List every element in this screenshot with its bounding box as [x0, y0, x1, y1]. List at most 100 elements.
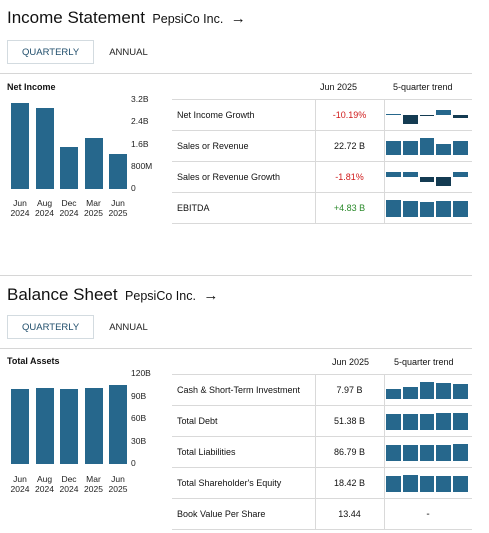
column-divider [384, 375, 385, 406]
trend-bar [386, 389, 401, 399]
row-label: Total Liabilities [177, 447, 236, 457]
column-period-header: Jun 2025 [320, 82, 358, 92]
column-divider [315, 131, 316, 162]
column-trend-header: 5-quarter trend [393, 82, 453, 92]
trend-bar [419, 382, 435, 399]
trend-sparkbars [386, 162, 470, 193]
trend-empty: - [426, 509, 430, 520]
trend-bar [386, 141, 401, 155]
y-tick-label: 2.4B [131, 116, 149, 127]
arrow-right-icon[interactable]: → [230, 10, 246, 27]
row-label: Total Shareholder's Equity [177, 478, 282, 488]
divider [0, 348, 472, 349]
trend-bar [453, 115, 468, 118]
trend-bar [453, 413, 468, 430]
row-label: Net Income Growth [177, 110, 255, 120]
tab-annual[interactable]: ANNUAL [109, 322, 148, 333]
row-value: 22.72 B [333, 141, 366, 151]
column-divider [315, 437, 316, 468]
x-tick-label: Dec 2024 [59, 474, 79, 494]
trend-sparkbars [386, 193, 470, 224]
trend-bar [436, 144, 452, 155]
trend-bar [386, 414, 401, 430]
table-bottom-border [172, 529, 472, 530]
row-value: -1.81% [335, 172, 364, 182]
trend-bar [453, 201, 468, 217]
row-label: Book Value Per Share [177, 509, 266, 519]
chart-bar [35, 388, 54, 464]
y-tick-label: 30B [131, 435, 147, 446]
column-period-header: Jun 2025 [332, 357, 370, 367]
trend-sparkbars [386, 375, 470, 406]
chart-bar [109, 385, 127, 464]
table-row: Total Debt 51.38 B [172, 405, 472, 437]
column-divider [384, 437, 385, 468]
trend-sparkbars [386, 406, 470, 437]
row-label: Total Debt [177, 416, 218, 426]
x-tick-label: Mar 2025 [84, 198, 103, 218]
column-divider [384, 406, 385, 437]
trend-bar [402, 141, 418, 155]
trend-bar [436, 445, 452, 461]
y-tick-label: 3.2B [131, 94, 149, 104]
x-tick-label: Jun 2024 [10, 198, 30, 218]
column-trend-header: 5-quarter trend [394, 357, 454, 367]
chart-title: Net Income [7, 82, 56, 92]
x-tick-label: Mar 2025 [84, 474, 103, 494]
chart-bar [84, 138, 103, 189]
trend-bar [419, 177, 435, 182]
trend-bar [453, 444, 468, 461]
table-row: Sales or Revenue 22.72 B [172, 130, 472, 162]
trend-bar [453, 172, 468, 177]
trend-bar [402, 115, 418, 124]
row-label: Cash & Short-Term Investment [177, 385, 301, 395]
tab-annual[interactable]: ANNUAL [109, 47, 148, 58]
trend-bar [402, 172, 418, 177]
trend-bar [419, 414, 435, 430]
y-tick-label: 60B [131, 413, 147, 423]
column-divider [384, 100, 385, 131]
table-row: Book Value Per Share 13.44 - [172, 498, 472, 530]
trend-bar [419, 138, 435, 155]
y-tick-label: 1.6B [131, 138, 149, 149]
table-row: EBITDA +4.83 B [172, 192, 472, 224]
row-value: -10.19% [332, 110, 367, 120]
trend-bar [419, 115, 435, 116]
row-value: 86.79 B [333, 447, 366, 457]
trend-bar [402, 201, 418, 217]
row-label: EBITDA [177, 203, 210, 213]
y-tick-label: 0 [131, 458, 136, 468]
trend-bar [402, 475, 418, 492]
trend-bar [419, 445, 435, 461]
x-tick-label: Aug 2024 [35, 198, 54, 218]
row-value: 7.97 B [336, 385, 363, 395]
column-divider [315, 193, 316, 224]
chart-bar [11, 389, 29, 464]
trend-bar [402, 414, 418, 430]
divider [0, 275, 472, 276]
column-divider [384, 131, 385, 162]
company-name: PepsiCo Inc. [125, 289, 196, 303]
chart-bar [60, 147, 78, 189]
tab-quarterly[interactable]: QUARTERLY [7, 315, 95, 339]
balance-sheet-section: Balance Sheet PepsiCo Inc. → QUARTERLY A… [0, 275, 489, 533]
y-tick-label: 90B [131, 390, 147, 401]
tab-quarterly[interactable]: QUARTERLY [7, 40, 95, 64]
trend-bar [453, 384, 468, 399]
section-title: Balance Sheet [7, 285, 118, 304]
trend-bar [386, 114, 401, 115]
trend-bar [436, 110, 452, 115]
trend-bar [436, 413, 452, 430]
trend-bar [402, 387, 418, 399]
table-row: Cash & Short-Term Investment 7.97 B [172, 374, 472, 406]
income-statement-title: Income Statement PepsiCo Inc. → [7, 8, 246, 28]
income-statement-section: Income Statement PepsiCo Inc. → QUARTERL… [0, 0, 489, 255]
column-divider [384, 468, 385, 499]
arrow-right-icon[interactable]: → [203, 287, 219, 304]
table-row: Sales or Revenue Growth -1.81% [172, 161, 472, 193]
trend-sparkbars [386, 468, 470, 499]
y-tick-label: 800M [131, 160, 153, 171]
column-divider [315, 375, 316, 406]
y-tick-label: 0 [131, 183, 136, 193]
trend-sparkbars [386, 437, 470, 468]
